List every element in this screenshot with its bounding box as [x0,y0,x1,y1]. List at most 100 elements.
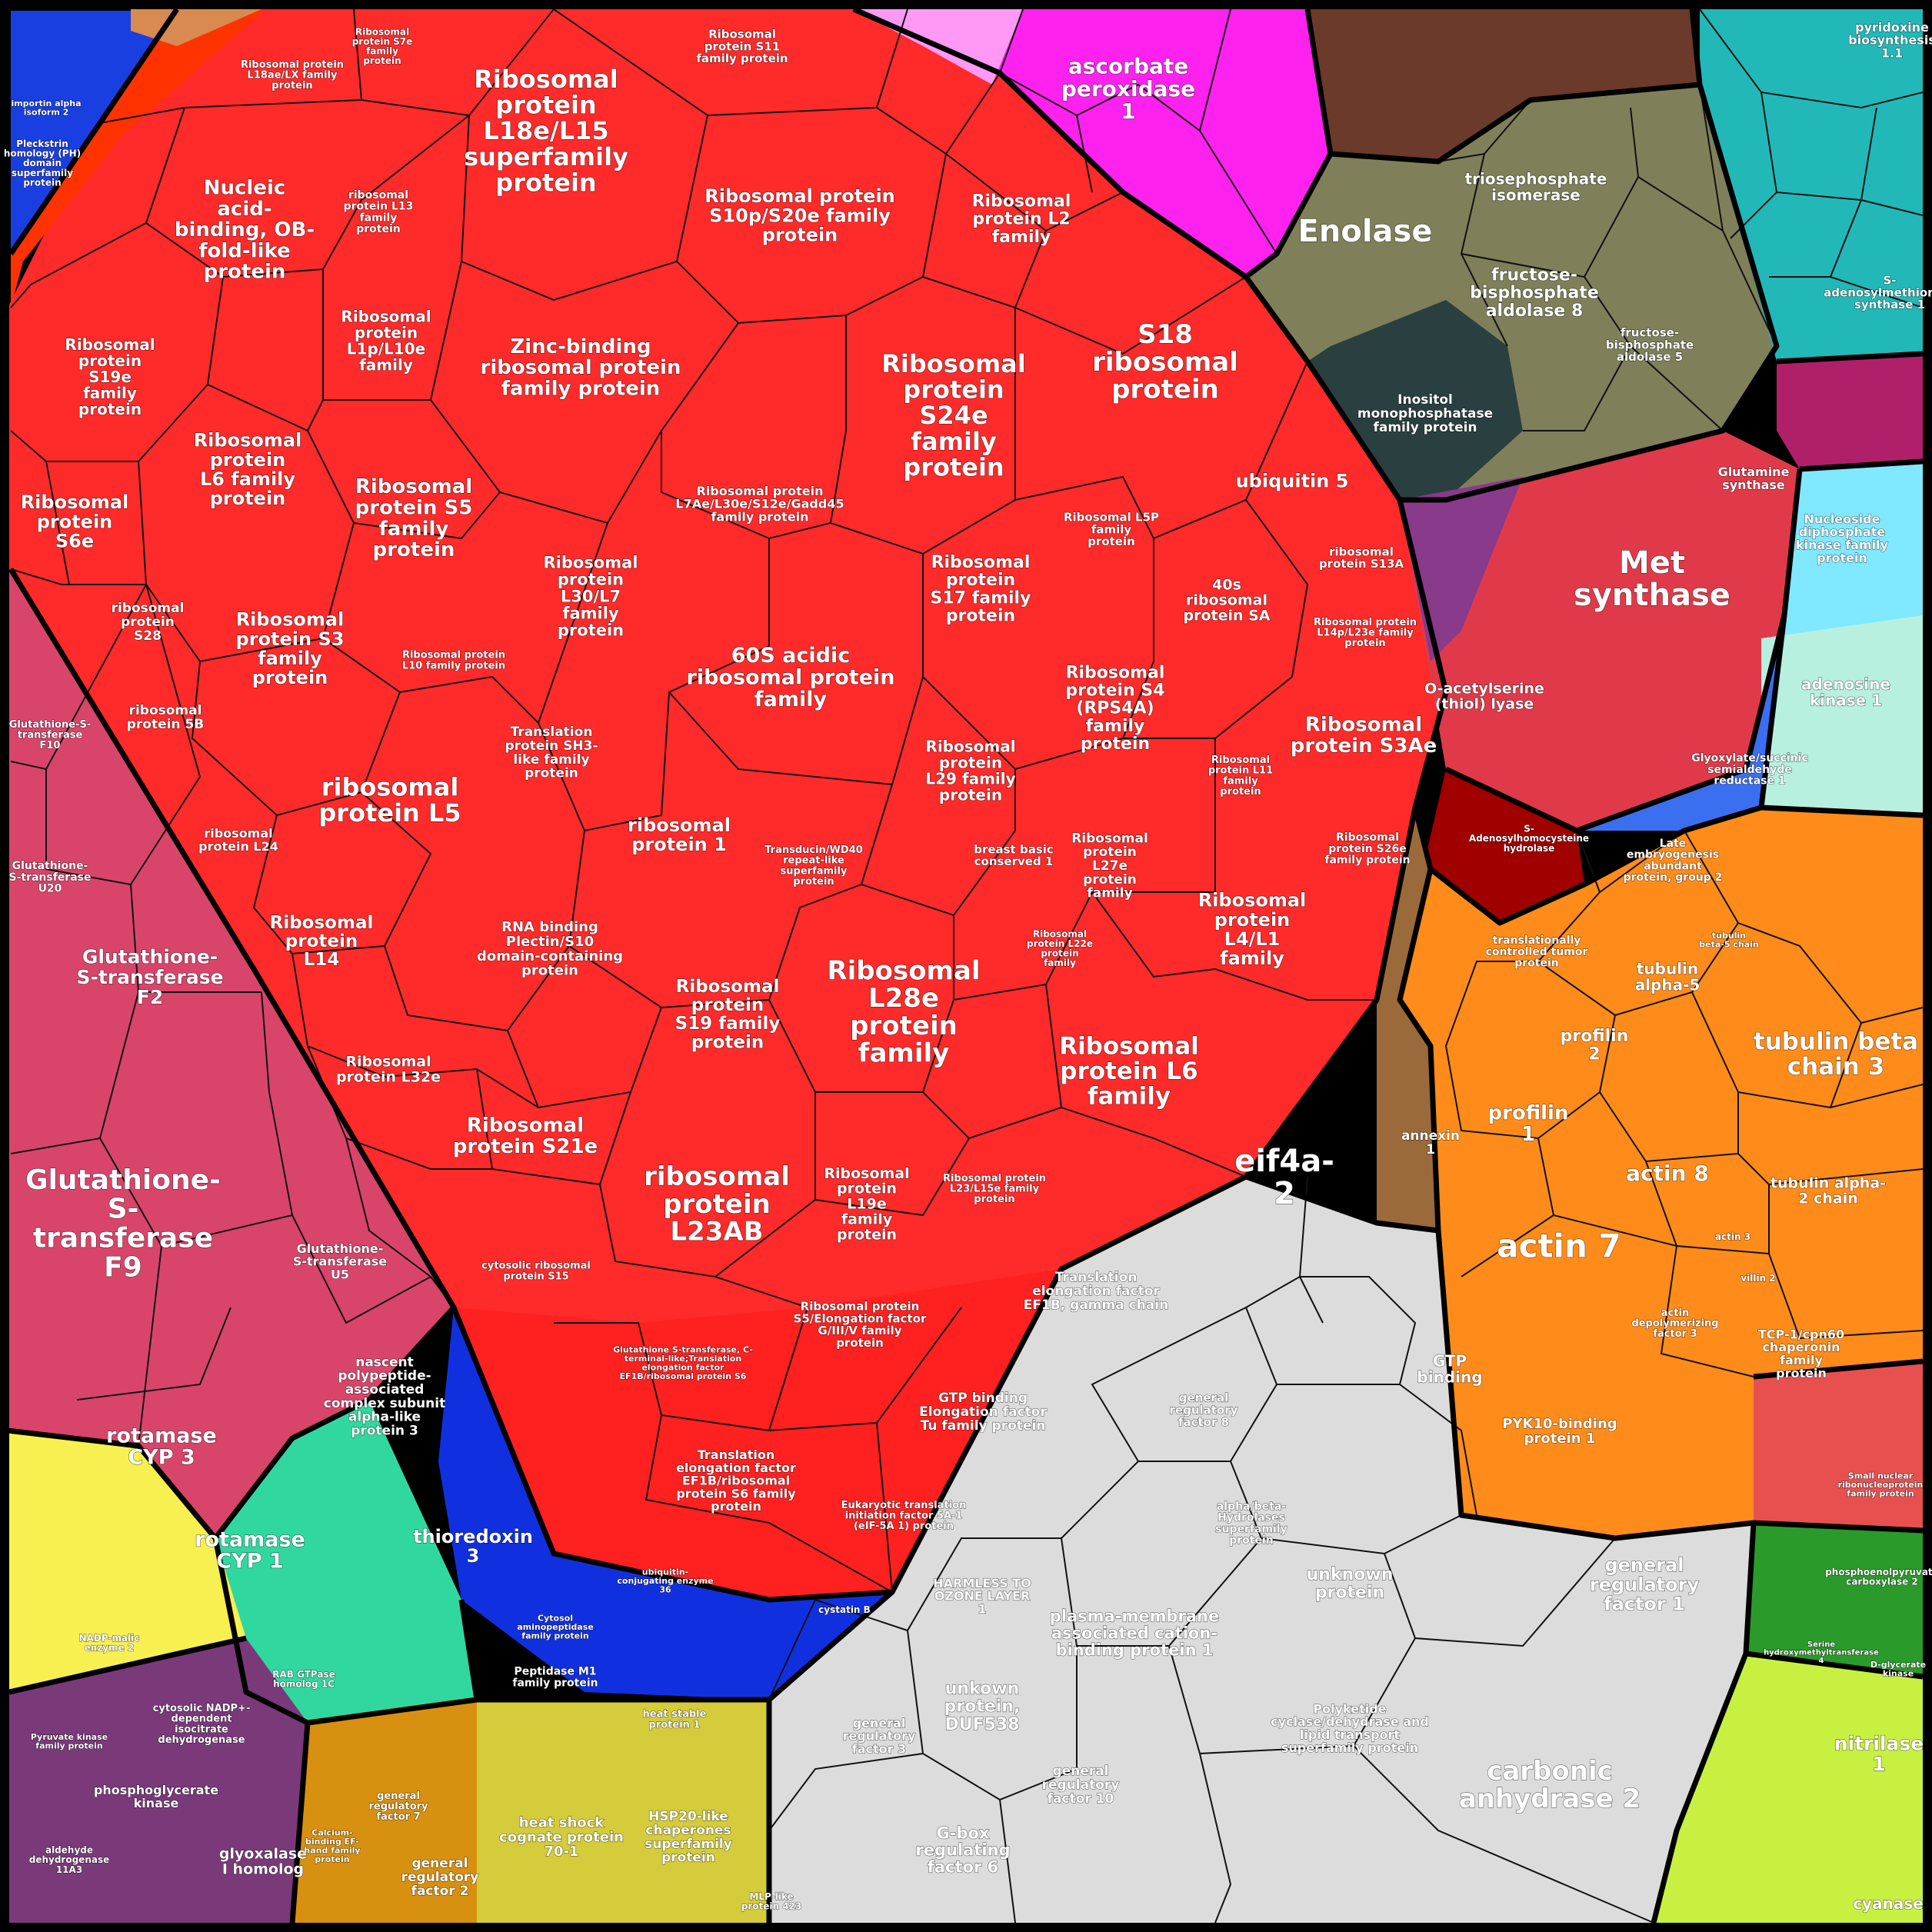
cell-label-c89: S-Adenosylhomocysteine hydrolase [1469,824,1589,854]
region-brown-top [1307,9,1700,162]
cell-label-c21: Ribosomal protein S4 (RPS4A) family protein [1065,664,1164,754]
cell-label-c120: cytosolic ribosomal protein S15 [481,1261,591,1283]
cell-label-c96: GTP binding [1417,1352,1482,1387]
cell-label-c77: HSP20-like chaperones superfamily protein [645,1809,732,1866]
cell-label-c40: Ribosomal protein L19e family protein [824,1165,909,1244]
cell-label-c16: Ribosomal protein S17 family protein [931,553,1031,625]
cell-label-c2: Ribosomal protein S10p/S20e family protein [705,185,895,245]
region-green [1746,1523,1923,1677]
cell-label-c63: actin 8 [1626,1161,1709,1186]
cell-label-c67: TCP-1/cpn60 chaperonin family protein [1758,1327,1844,1380]
cell-label-c12: ubiquitin 5 [1236,470,1349,491]
cell-label-c83: Glyoxylate/succinic semialdehyde reductase… [1691,752,1808,787]
region-seafoam [215,1400,477,1723]
cell-label-c128: D-glycerate kinase [1870,1660,1926,1679]
cell-label-c10: Ribosomal protein L6 family protein [194,430,302,510]
region-darkred [1423,769,1584,923]
cell-label-c108: Glutathione S-transferase, C-terminal-li… [613,1345,753,1382]
cell-label-c118: Ribosomal protein S11 family protein [696,28,788,66]
cell-label-c85: S-adenosylmethioninesynthase 1 [1824,274,1932,312]
cell-label-c36: Ribosomal protein L32e [336,1054,441,1086]
cell-label-c30: Ribosomal protein L27e protein family [1071,831,1148,901]
region-magenta [854,9,1331,277]
cell-label-c26: Ribosomal protein L29 family protein [925,738,1015,804]
cell-label-c39: ribosomal protein L23AB [644,1161,790,1247]
region-coral [1754,1361,1923,1531]
cell-label-c51: ascorbate peroxidase 1 [1061,53,1195,124]
region-purple [9,1638,308,1923]
region-gold [292,1700,477,1923]
cell-label-c66: tubulin alpha-5 [1635,960,1700,994]
cell-label-c132: RAB GTPase homolog 1C [272,1669,335,1690]
cell-label-c127: Serine hydroxymethyltransferase 4 [1764,1641,1879,1665]
cell-label-c75: Polyketide cyclase/dehydrase and lipid tra… [1271,1701,1429,1754]
cell-label-c71: plasma-membrane associated cation-binding… [1050,1607,1219,1659]
cell-label-c19: Ribosomal protein S3 family protein [236,609,345,689]
cell-label-c6: Zinc-binding ribosomal protein family prot… [481,335,681,401]
cell-label-c76: heat shock cognate protein 70-1 [499,1814,624,1860]
cell-label-c52: Enolase [1298,214,1433,249]
cell-label-c104: phosphoenolpyruvate carboxylase 2 [1825,1567,1932,1587]
cell-label-c93: general regulatory factor 3 [843,1716,916,1757]
cell-label-c56: Met synthase [1574,545,1730,613]
cell-label-c124: actin depolymerizing factor 3 [1631,1307,1718,1340]
cell-label-c61: profilin 1 [1488,1101,1569,1145]
cell-label-c15: Ribosomal protein L30/L7 family protein [543,553,638,639]
cell-label-c97: PYK10-binding protein 1 [1502,1416,1617,1447]
cell-label-c99: alpha/beta-Hydrolases superfamily protein [1215,1501,1287,1547]
cell-label-c121: Transducin/WD40 repeat-like superfamily pro… [764,844,863,888]
cell-label-c64: actin 7 [1497,1227,1621,1265]
cell-label-c9: Ribosomal protein L1p/L10e family [341,308,431,375]
cell-label-c34: Ribosomal protein S19 family protein [675,977,781,1052]
cell-label-c130: cystatin B [818,1604,871,1615]
cell-label-c73: unkown protein, DUF538 [944,1680,1021,1734]
region-tan-topleft [131,9,261,46]
region-translation [454,1269,1061,1600]
cell-label-c113: Ribosomal protein L11 family protein [1208,754,1273,798]
cell-label-c55: Inositol monophosphatase family protein [1357,392,1493,435]
cell-label-c69: carbonic anhydrase 2 [1459,1756,1641,1814]
cell-label-c84: Glutamine synthase [1718,465,1790,492]
cell-label-c20: 60S acidic ribosomal protein family [687,644,895,711]
cell-label-c59: Nucleoside diphosphate kinase family protei… [1796,511,1889,565]
cell-label-c11: Ribosomal protein S5 family protein [355,475,473,561]
cell-label-c48: rotamase CYP 1 [195,1527,305,1573]
cell-label-c106: Ribosomal protein S5/Elongation factor G/I… [794,1300,927,1350]
cell-label-c91: importin alpha isoform 2 [11,98,81,118]
cell-label-c1: Ribosomal protein L18e/L15 superfamily prote… [464,65,628,197]
cell-label-c134: aldehyde dehydrogenase 11A3 [29,1845,110,1875]
cell-label-c80: glyoxalase I homolog [219,1846,307,1878]
cell-label-c111: Ribosomal L5P family protein [1064,511,1159,549]
cell-label-c114: Ribosomal protein L10 family protein [402,650,505,672]
cell-label-c41: eif4a-2 [1234,1144,1334,1211]
cell-label-c119: Ribosomal protein L23/L15e family protein [943,1173,1046,1205]
cell-label-c62: profilin 2 [1561,1027,1629,1064]
cell-label-c23: ribosomal protein 5B [127,703,205,732]
cell-label-c27: ribosomal protein 1 [628,814,731,855]
cell-label-c110: Ribosomal protein S26e family protein [1324,831,1410,866]
cell-label-c29: breast basic conserved 1 [974,842,1054,868]
cell-label-c87: cyanase [1853,1894,1924,1913]
cell-label-c92: cytosolic NADP+-dependent isocitrate dehyd… [153,1703,251,1746]
cell-label-c45: Glutathione-S-transferase F2 [76,946,223,1009]
cell-label-c72: unknown protein [1307,1565,1394,1602]
cell-label-c137: general regulatory factor 7 [368,1790,428,1823]
cell-label-c13: Ribosomal protein S6e [21,491,129,551]
cell-label-c133: NADP-malic enzyme 2 [79,1633,140,1654]
cell-label-c58: adenosine kinase 1 [1801,675,1890,710]
cell-label-c49: nascent polypeptide-associated complex sub… [324,1354,445,1438]
cell-label-c38: Ribosomal protein S21e [453,1114,598,1158]
cell-label-c88: Late embryogenesis abundant protein, group … [1624,838,1723,884]
cell-label-c24: Translation protein SH3-like family protei… [505,724,598,781]
cell-label-c57: O-acetylserine (thiol) lyase [1424,681,1544,713]
cell-label-c101: Glutathione-S-transferase F10 [9,719,91,751]
cell-label-c135: Pyruvate kinase family protein [31,1732,108,1751]
cell-label-c109: ribosomal protein S13A [1319,545,1404,571]
cell-label-c44: Translation elongation factor EF1B/ribosom… [676,1447,796,1514]
region-purple-mid [1400,477,1523,661]
cell-label-c68: annexin 1 [1401,1128,1460,1158]
cell-label-c37: Ribosomal protein L6 family [1059,1032,1199,1110]
cell-label-c123: translationally controlled tumor protein [1486,934,1588,969]
cell-label-c125: heat stable protein 1 [643,1709,707,1731]
